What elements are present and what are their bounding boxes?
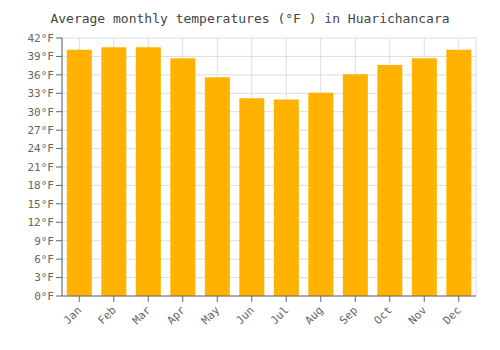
svg-text:6°F: 6°F <box>34 253 54 266</box>
svg-text:Feb: Feb <box>95 304 118 327</box>
svg-text:Apr: Apr <box>164 303 188 327</box>
svg-text:39°F: 39°F <box>28 50 55 63</box>
svg-text:24°F: 24°F <box>28 142 55 155</box>
svg-text:May: May <box>199 303 223 327</box>
svg-text:27°F: 27°F <box>28 124 55 137</box>
svg-text:36°F: 36°F <box>28 69 55 82</box>
svg-text:Mar: Mar <box>130 303 154 327</box>
svg-text:18°F: 18°F <box>28 179 55 192</box>
svg-text:Nov: Nov <box>406 303 430 327</box>
svg-text:3°F: 3°F <box>34 271 54 284</box>
html-text:Average monthly temperatures (: Average monthly temperatures (°F ) in Hu… <box>50 11 450 26</box>
svg-text:Jan: Jan <box>61 304 84 327</box>
svg-text:Jul: Jul <box>268 304 291 327</box>
svg-text:21°F: 21°F <box>28 161 55 174</box>
svg-text:15°F: 15°F <box>28 198 55 211</box>
svg-text:Dec: Dec <box>440 304 463 327</box>
svg-text:Jun: Jun <box>233 304 256 327</box>
svg-text:Oct: Oct <box>371 304 394 327</box>
svg-text:33°F: 33°F <box>28 87 55 100</box>
svg-text:9°F: 9°F <box>34 235 54 248</box>
svg-text:12°F: 12°F <box>28 216 55 229</box>
svg-text:Sep: Sep <box>337 304 360 327</box>
svg-text:0°F: 0°F <box>34 290 54 303</box>
svg-text:42°F: 42°F <box>28 32 55 45</box>
svg-text:Aug: Aug <box>302 304 325 327</box>
svg-text:30°F: 30°F <box>28 106 55 119</box>
